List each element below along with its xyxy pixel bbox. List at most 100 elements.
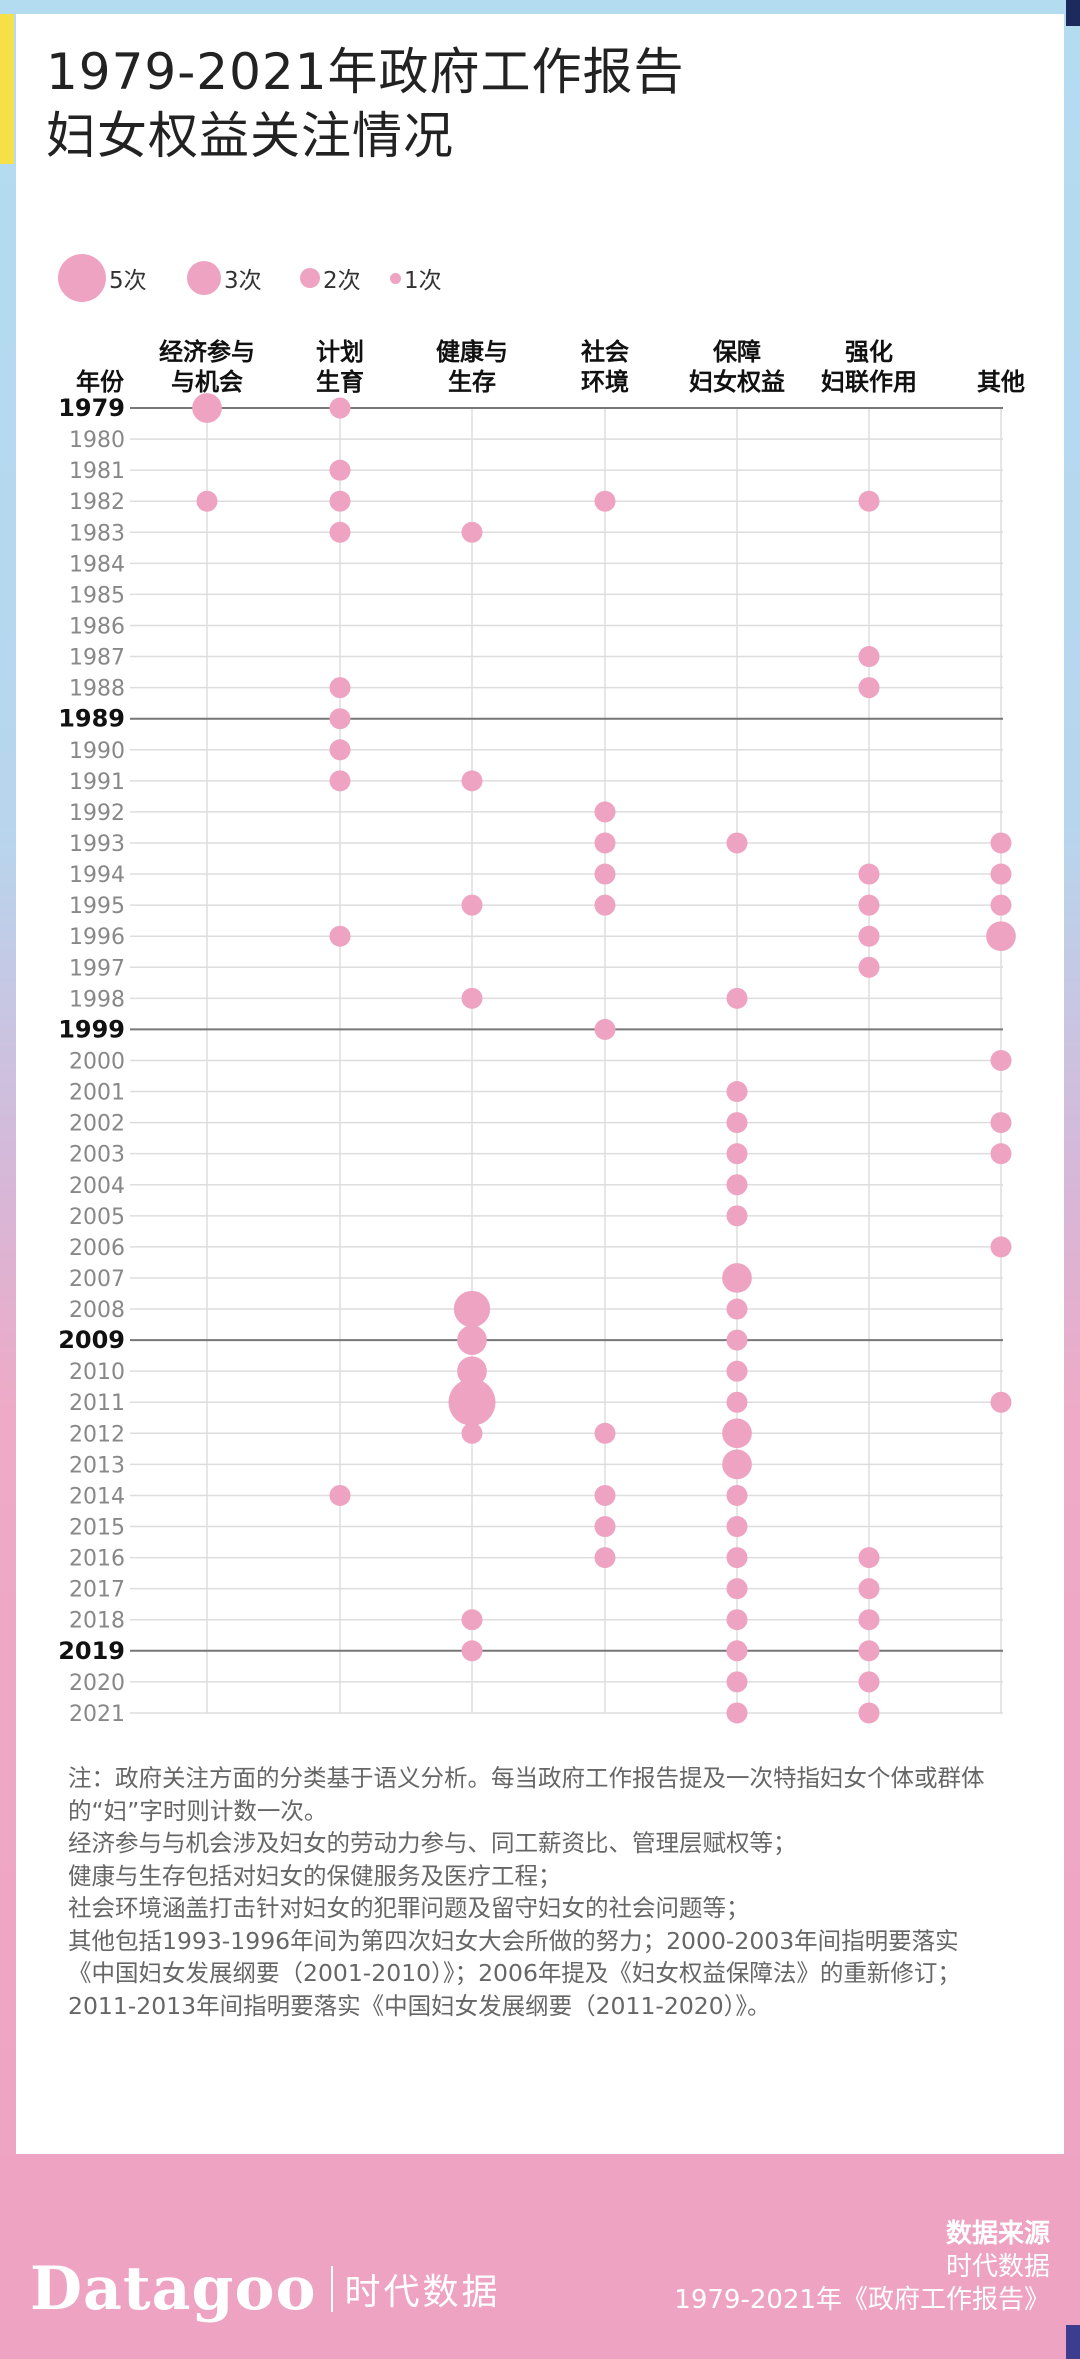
data-bubble xyxy=(329,459,351,481)
legend-label-2: 2次 xyxy=(323,268,361,294)
year-label: 1983 xyxy=(69,521,125,546)
legend-dot-2 xyxy=(300,268,320,288)
data-bubble xyxy=(858,1671,880,1693)
navy-accent-bar xyxy=(1066,0,1080,26)
column-header-line1: 社会 xyxy=(581,338,629,366)
note-line: 经济参与与机会涉及妇女的劳动力参与、同工薪资比、管理层赋权等； xyxy=(68,1829,797,1857)
year-label: 2011 xyxy=(69,1391,125,1416)
data-bubble xyxy=(726,1391,748,1413)
data-bubble xyxy=(726,1329,748,1351)
data-bubble xyxy=(594,863,616,885)
notes-block: 注：政府关注方面的分类基于语义分析。每当政府工作报告提及一次特指妇女个体或群体的… xyxy=(68,1762,1004,2022)
data-bubble xyxy=(726,987,748,1009)
data-bubble xyxy=(329,521,351,543)
legend-item-3: 3次 xyxy=(187,250,262,306)
year-label: 1980 xyxy=(69,428,125,453)
column-header-line2: 妇女权益 xyxy=(689,368,785,396)
year-label: 2013 xyxy=(69,1453,125,1478)
data-bubble xyxy=(457,1356,487,1387)
data-bubble xyxy=(196,490,218,512)
column-header-line1: 计划 xyxy=(316,338,364,366)
year-label: 2014 xyxy=(69,1484,125,1509)
column-header-line2: 生育 xyxy=(316,368,364,396)
legend-label-1: 1次 xyxy=(404,268,442,294)
column-header-line1: 健康与 xyxy=(436,338,508,366)
year-label: 1990 xyxy=(69,739,125,764)
data-bubble xyxy=(453,1290,491,1328)
title-line-1: 1979-2021年政府工作报告 xyxy=(46,43,685,101)
data-bubble xyxy=(594,1484,616,1506)
data-bubble xyxy=(457,1325,487,1355)
data-bubble xyxy=(990,863,1012,885)
year-label: 2009 xyxy=(58,1326,125,1354)
data-bubble xyxy=(329,770,351,792)
column-header-line2: 与机会 xyxy=(171,368,243,396)
data-bubble xyxy=(990,1391,1012,1413)
legend-dot-5 xyxy=(58,254,106,302)
data-bubble xyxy=(858,490,880,512)
year-label: 2012 xyxy=(69,1422,125,1447)
size-legend: 5次 3次 2次 1次 xyxy=(0,250,600,310)
year-label: 2001 xyxy=(69,1081,125,1106)
data-bubble xyxy=(858,1640,880,1662)
year-label: 2003 xyxy=(69,1143,125,1168)
year-label: 1987 xyxy=(69,646,125,671)
note-line: 注：政府关注方面的分类基于语义分析。每当政府工作报告提及一次特指妇女个体或群体的… xyxy=(68,1764,985,1825)
data-bubble xyxy=(990,832,1012,854)
data-bubble xyxy=(990,1049,1012,1071)
data-bubble xyxy=(594,894,616,916)
year-label: 2008 xyxy=(69,1298,125,1323)
data-bubble xyxy=(726,1484,748,1506)
data-bubble xyxy=(726,1360,748,1382)
year-label: 2002 xyxy=(69,1112,125,1137)
data-bubble xyxy=(990,1236,1012,1258)
year-label: 1985 xyxy=(69,583,125,608)
year-label: 1982 xyxy=(69,490,125,515)
navy-accent-bar-bottom xyxy=(1066,2325,1080,2359)
data-bubble xyxy=(858,956,880,978)
data-bubble xyxy=(858,894,880,916)
year-label: 2016 xyxy=(69,1547,125,1572)
data-bubble xyxy=(726,1174,748,1196)
data-bubble xyxy=(858,1578,880,1600)
data-bubble xyxy=(461,1640,483,1662)
source-title: 数据来源 xyxy=(945,2219,1050,2249)
column-header-line1: 保障 xyxy=(712,338,761,366)
year-label: 1995 xyxy=(69,894,125,919)
data-bubble xyxy=(726,1143,748,1165)
year-label: 2010 xyxy=(69,1360,125,1385)
year-label: 2000 xyxy=(69,1049,125,1074)
data-bubble xyxy=(726,1547,748,1569)
data-bubble xyxy=(329,708,351,730)
yellow-accent-bar xyxy=(0,14,14,164)
year-label: 2018 xyxy=(69,1609,125,1634)
title-line-2: 妇女权益关注情况 xyxy=(46,107,454,165)
year-label: 1994 xyxy=(69,863,125,888)
column-header-line2: 生存 xyxy=(448,368,496,396)
legend-label-5: 5次 xyxy=(109,268,147,294)
year-label: 1984 xyxy=(69,552,125,577)
data-bubble xyxy=(726,1298,748,1320)
column-header-line2: 环境 xyxy=(581,368,629,396)
data-bubble xyxy=(461,894,483,916)
data-bubble xyxy=(461,770,483,792)
data-bubble xyxy=(461,1609,483,1631)
data-bubble xyxy=(722,1263,752,1293)
logo-divider xyxy=(330,2266,333,2312)
datagoo-logo: Datagoo 时代数据 xyxy=(30,2254,501,2324)
data-bubble xyxy=(594,1516,616,1538)
data-bubble xyxy=(726,1702,748,1724)
legend-item-1: 1次 xyxy=(390,250,442,306)
year-label: 1981 xyxy=(69,459,125,484)
source-line-2: 1979-2021年《政府工作报告》 xyxy=(674,2285,1050,2315)
data-bubble xyxy=(594,832,616,854)
data-bubble xyxy=(594,1547,616,1569)
legend-item-5: 5次 xyxy=(58,250,147,306)
data-bubble xyxy=(594,801,616,823)
row-header-year: 年份 xyxy=(76,368,125,396)
year-label: 1988 xyxy=(69,677,125,702)
data-bubble xyxy=(726,1112,748,1134)
legend-item-2: 2次 xyxy=(300,250,361,306)
year-label: 2005 xyxy=(69,1205,125,1230)
data-bubble xyxy=(858,925,880,947)
